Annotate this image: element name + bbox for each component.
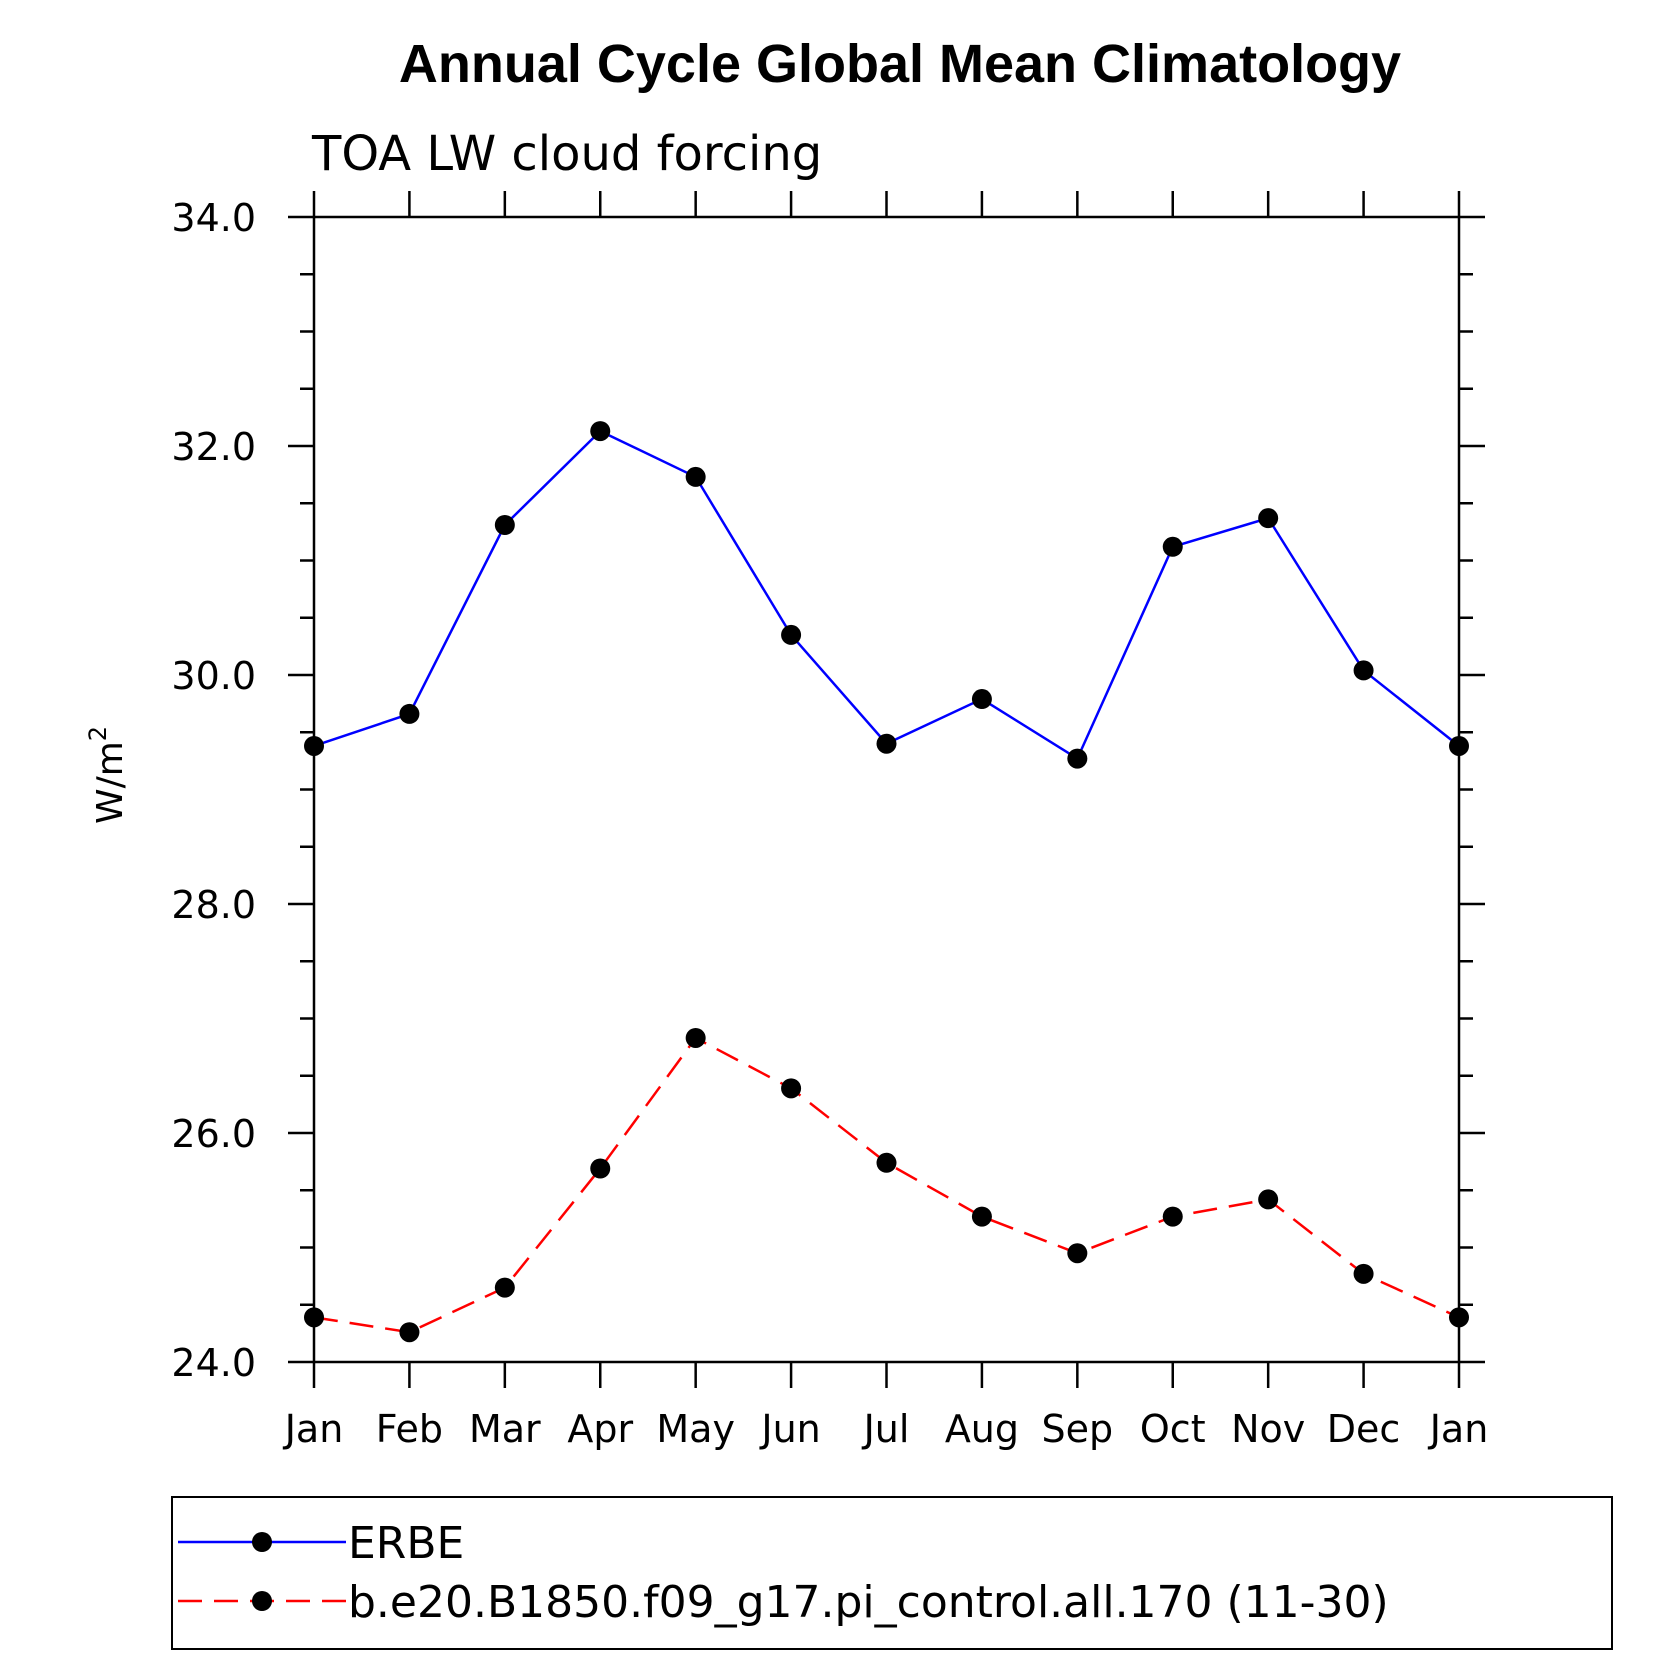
y-tick-label: 30.0	[171, 654, 256, 698]
y-tick-label: 32.0	[171, 425, 256, 469]
data-point	[781, 624, 802, 645]
data-point	[876, 1152, 897, 1173]
x-tick-label: Feb	[376, 1407, 443, 1451]
legend-label: ERBE	[348, 1518, 464, 1569]
x-tick-label: Nov	[1231, 1407, 1305, 1451]
data-point	[304, 1307, 324, 1328]
series-line	[313, 429, 1460, 761]
data-point	[685, 1027, 706, 1048]
data-point	[1258, 508, 1279, 529]
data-point	[685, 466, 706, 487]
data-point	[1449, 1307, 1469, 1328]
legend-label: b.e20.B1850.f09_g17.pi_control.all.170 (…	[348, 1577, 1389, 1628]
series-2	[304, 1027, 1469, 1343]
chart-subtitle: TOA LW cloud forcing	[311, 126, 822, 182]
legend-marker	[252, 1532, 272, 1552]
x-tick-label: Jul	[862, 1407, 910, 1451]
y-axis-label: W/m2	[84, 726, 131, 824]
x-tick-label: Apr	[567, 1407, 633, 1451]
y-tick-label: 26.0	[171, 1112, 256, 1156]
data-point	[1162, 1206, 1183, 1227]
series-line	[313, 1036, 1460, 1334]
data-point	[971, 689, 992, 710]
legend-marker	[252, 1591, 272, 1611]
x-tick-label: Oct	[1140, 1407, 1206, 1451]
y-tick-label: 34.0	[171, 196, 256, 240]
x-tick-label: Jan	[1428, 1407, 1489, 1451]
data-point	[399, 703, 420, 724]
data-point	[971, 1206, 992, 1227]
series-layer	[304, 421, 1469, 1343]
data-point	[590, 1158, 611, 1179]
data-point	[1162, 536, 1183, 557]
legend-box	[171, 1496, 1613, 1650]
data-point	[781, 1078, 802, 1099]
y-axis-label-superscript: 2	[84, 726, 112, 741]
data-point	[304, 735, 324, 756]
data-point	[494, 1277, 515, 1298]
data-point	[1258, 1189, 1279, 1210]
data-point	[1449, 735, 1469, 756]
axes: Jan Feb Mar Apr May Jun Jul Aug Sep Oct Nov Dec Jan 2…	[171, 191, 1488, 1451]
y-tick-label: 28.0	[171, 883, 256, 927]
x-tick-label: May	[656, 1407, 735, 1451]
x-tick-label: Aug	[945, 1407, 1019, 1451]
chart-title: Annual Cycle Global Mean Climatology	[399, 34, 1401, 94]
data-point	[1067, 1243, 1088, 1264]
data-point	[590, 421, 611, 442]
plot-frame	[312, 215, 1461, 1364]
legend: ERBE b.e20.B1850.f09_g17.pi_control.all.1…	[171, 1496, 1613, 1650]
x-tick-label: Jan	[283, 1407, 344, 1451]
x-tick-label: Dec	[1327, 1407, 1401, 1451]
data-point	[1067, 748, 1088, 769]
y-tick-label: 24.0	[171, 1341, 256, 1385]
x-tick-label: Jun	[759, 1407, 820, 1451]
data-point	[1353, 1263, 1374, 1284]
x-tick-label: Mar	[469, 1407, 541, 1451]
data-point	[876, 733, 897, 754]
series-1	[304, 421, 1469, 769]
data-point	[399, 1322, 420, 1343]
x-tick-label: Sep	[1042, 1407, 1114, 1451]
data-point	[1353, 660, 1374, 681]
data-point	[494, 515, 515, 536]
y-axis-label-main: W/m	[90, 741, 131, 824]
